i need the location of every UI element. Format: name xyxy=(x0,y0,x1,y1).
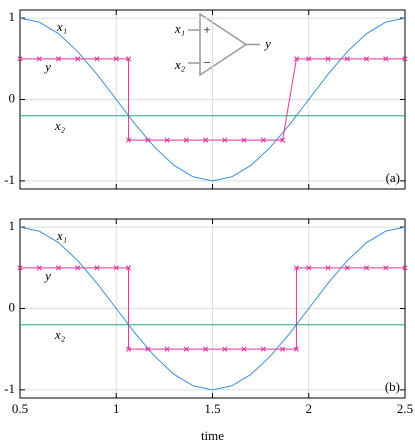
x-tick-label: 2.5 xyxy=(397,401,413,416)
marker xyxy=(306,265,312,271)
y-tick-label: 1 xyxy=(9,218,16,233)
marker xyxy=(344,56,350,62)
marker xyxy=(280,346,286,352)
series-line xyxy=(20,267,405,350)
marker xyxy=(402,265,408,271)
inset-label: x₂ xyxy=(174,57,186,72)
panel-label: (b) xyxy=(385,379,400,394)
marker xyxy=(55,56,62,62)
marker xyxy=(293,346,299,352)
marker xyxy=(55,265,62,271)
marker xyxy=(344,265,350,271)
y-tick-label: 0 xyxy=(9,90,16,105)
marker xyxy=(94,56,100,62)
marker xyxy=(183,346,189,352)
marker xyxy=(145,346,151,352)
marker xyxy=(325,56,331,62)
marker xyxy=(75,265,81,271)
panel-label: (a) xyxy=(386,170,400,185)
series-label: x₂ xyxy=(54,118,66,133)
x-axis-label: time xyxy=(201,428,224,443)
series-label: x₁ xyxy=(56,228,67,243)
marker xyxy=(164,137,170,143)
y-tick-label: 0 xyxy=(9,299,16,314)
series-label: x₂ xyxy=(54,327,66,342)
x-tick-label: 2 xyxy=(306,401,313,416)
inset-symbol: − xyxy=(203,55,210,70)
marker xyxy=(325,265,331,271)
x-tick-label: 1 xyxy=(113,401,120,416)
series-label: x₁ xyxy=(56,19,67,34)
marker xyxy=(75,56,81,62)
marker xyxy=(113,265,119,271)
y-tick-label: -1 xyxy=(4,172,15,187)
marker xyxy=(126,265,132,271)
marker xyxy=(383,56,389,62)
marker xyxy=(94,265,100,271)
marker xyxy=(293,265,299,271)
marker xyxy=(164,346,170,352)
marker xyxy=(293,56,299,62)
marker xyxy=(241,137,247,143)
y-tick-label: -1 xyxy=(4,381,15,396)
x-tick-label: 1.5 xyxy=(204,401,220,416)
marker xyxy=(183,137,189,143)
inset-symbol: + xyxy=(203,22,210,37)
comparator-inset: x₁ x₂ y + − xyxy=(174,12,271,77)
marker xyxy=(363,56,370,62)
marker xyxy=(17,56,23,62)
marker xyxy=(222,346,228,352)
marker xyxy=(280,137,286,143)
marker xyxy=(203,346,209,352)
y-tick-label: 1 xyxy=(9,9,16,24)
marker xyxy=(402,56,408,62)
marker xyxy=(260,137,266,143)
plot-frame xyxy=(19,218,406,399)
marker xyxy=(306,56,312,62)
plot-frame xyxy=(19,9,406,190)
inset-label: x₁ xyxy=(174,21,185,36)
marker xyxy=(145,137,151,143)
marker xyxy=(203,137,209,143)
marker xyxy=(17,265,23,271)
marker xyxy=(241,346,247,352)
marker xyxy=(126,137,132,143)
marker xyxy=(126,346,132,352)
series-label: y xyxy=(43,59,51,74)
marker xyxy=(126,56,132,62)
marker xyxy=(363,265,370,271)
x-tick-label: 0.5 xyxy=(12,401,28,416)
series-label: y xyxy=(43,268,51,283)
marker xyxy=(222,137,228,143)
marker xyxy=(260,346,266,352)
inset-label: y xyxy=(263,36,271,51)
marker xyxy=(36,265,42,271)
comparator-symbol xyxy=(199,12,248,77)
marker xyxy=(36,56,42,62)
marker xyxy=(383,265,389,271)
marker xyxy=(113,56,119,62)
